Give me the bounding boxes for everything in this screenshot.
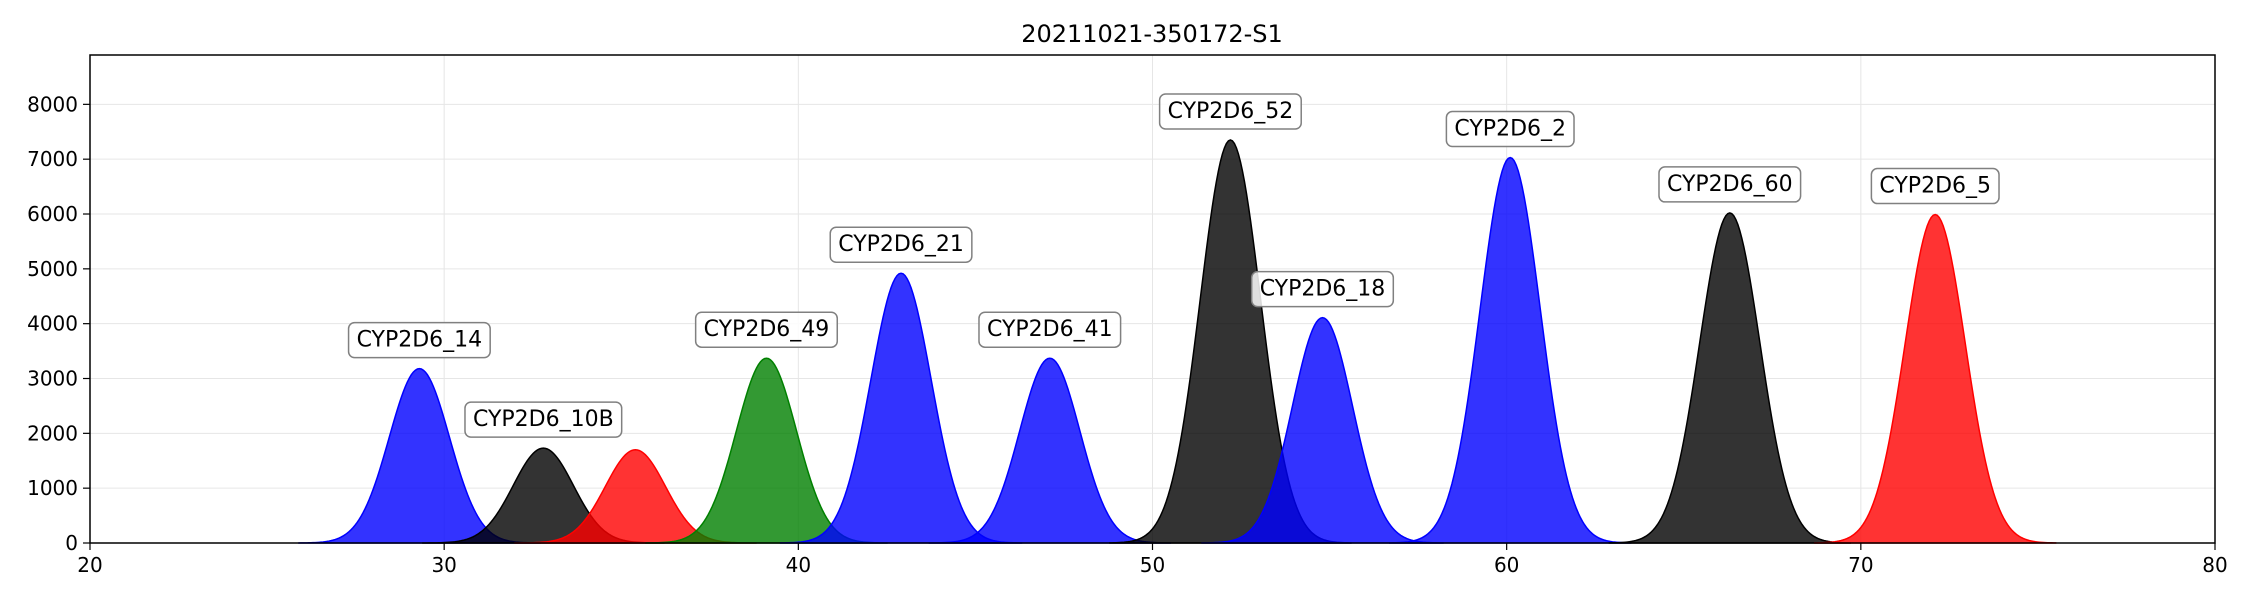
x-tick-label: 20 <box>77 553 102 577</box>
peak-label-box: CYP2D6_49 <box>694 311 839 348</box>
y-tick-label: 2000 <box>27 421 78 445</box>
x-tick-label: 30 <box>431 553 456 577</box>
axes: 20 30 40 50 60 70 80 0 1000 2000 3000 4000 5000 6000 7… <box>27 54 2228 577</box>
peak-label-frame <box>347 321 491 359</box>
peak-label-frame <box>1445 110 1575 148</box>
y-tick-label: 7000 <box>27 147 78 171</box>
peak-area <box>928 357 1171 544</box>
x-tick-label: 80 <box>2202 553 2227 577</box>
peak-label-frame <box>1870 167 2000 205</box>
peak-label-box: CYP2D6_52 <box>1158 93 1302 130</box>
peak-series <box>298 139 2057 544</box>
peak-label-frame <box>1658 166 1802 203</box>
peak-label: CYP2D6_14 <box>357 328 483 353</box>
peak-label: CYP2D6_2 <box>1454 117 1566 142</box>
peak-area <box>1201 316 1444 544</box>
y-tick-label: 1000 <box>27 476 78 500</box>
x-tick-label: 50 <box>1140 553 1165 577</box>
peak-label: CYP2D6_21 <box>838 232 964 257</box>
peak-label-box: CYP2D6_5 <box>1870 167 2000 205</box>
y-tick-label: 6000 <box>27 202 78 226</box>
x-tick-label: 40 <box>786 553 811 577</box>
y-tick-label: 0 <box>65 531 78 555</box>
peak-label-frame <box>829 226 973 263</box>
peak-label-frame <box>1158 93 1302 130</box>
peak-label: CYP2D6_49 <box>704 317 830 342</box>
peak-label-box: CYP2D6_60 <box>1658 166 1802 203</box>
peak-label-frame <box>978 311 1122 348</box>
peak-label-box: CYP2D6_10B <box>464 401 623 438</box>
peak-label: CYP2D6_5 <box>1879 174 1991 199</box>
peak-label-box: CYP2D6_2 <box>1445 110 1575 148</box>
peak-label: CYP2D6_52 <box>1168 99 1294 124</box>
x-tick-label: 60 <box>1494 553 1519 577</box>
peak-label-frame <box>694 311 839 348</box>
peak-label: CYP2D6_60 <box>1667 172 1793 197</box>
peak-label: CYP2D6_41 <box>987 317 1113 342</box>
peak-label-frame <box>464 401 623 438</box>
peak-label: CYP2D6_18 <box>1260 277 1386 302</box>
peak-label-box: CYP2D6_18 <box>1250 270 1395 308</box>
y-tick-label: 8000 <box>27 92 78 116</box>
peak-label: CYP2D6_10B <box>473 407 614 432</box>
peak-area <box>1608 212 1851 544</box>
peak-label-box: CYP2D6_14 <box>347 321 491 359</box>
peak-label-frame <box>1250 270 1395 308</box>
peak-area <box>1389 156 1632 544</box>
y-tick-label: 3000 <box>27 367 78 391</box>
peak-labels: CYP2D6_14 CYP2D6_10B CYP2D6_49 CYP2D6_21 CYP… <box>347 93 2000 438</box>
peak-area <box>1814 213 2057 544</box>
chart-title: 20211021-350172-S1 <box>1021 20 1283 48</box>
y-tick-label: 5000 <box>27 257 78 281</box>
peak-label-box: CYP2D6_41 <box>978 311 1122 348</box>
x-tick-label: 70 <box>1848 553 1873 577</box>
peak-label-box: CYP2D6_21 <box>829 226 973 263</box>
y-tick-label: 4000 <box>27 312 78 336</box>
